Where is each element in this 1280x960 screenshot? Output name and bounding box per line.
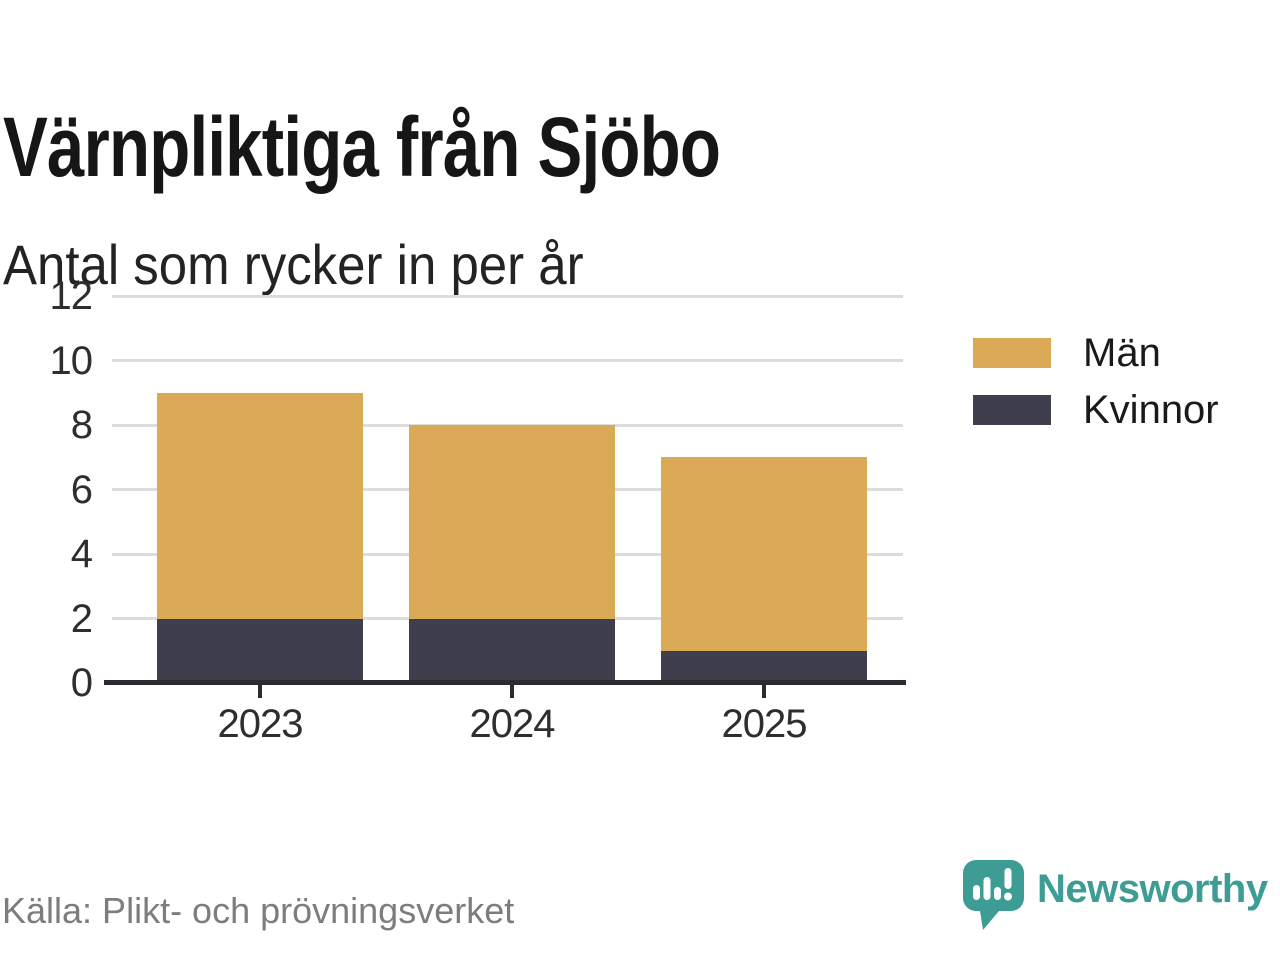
- legend-item-kvinnor: Kvinnor: [973, 390, 1219, 430]
- y-axis-label-6: 6: [70, 467, 93, 512]
- y-axis-label-10: 10: [49, 338, 94, 383]
- gridline-y-10: [112, 359, 903, 362]
- x-axis-label-2023: 2023: [217, 702, 304, 746]
- plot-area: 0 2 4 6 8 10 12 2023 2024 2025: [50, 276, 906, 744]
- x-axis-tick-2024: [510, 685, 514, 698]
- x-axis-tick-2023: [258, 685, 262, 698]
- source-note: Källa: Plikt- och prövningsverket: [2, 890, 515, 931]
- brand-name: Newsworthy: [1037, 867, 1268, 911]
- speech-bubble-bar-chart-icon: [963, 860, 1024, 930]
- gridline-y-12: [112, 294, 903, 298]
- legend-swatch-män: [973, 338, 1051, 368]
- legend-item-män: Män: [973, 333, 1219, 373]
- x-axis-tick-2025: [762, 685, 766, 698]
- y-axis-label-12: 12: [49, 274, 94, 318]
- chart-subtitle: Antal som rycker in per år: [3, 233, 584, 297]
- x-axis-line: [104, 680, 906, 685]
- legend-label-kvinnor: Kvinnor: [1083, 388, 1219, 432]
- bar-segment-2023-kvinnor: [157, 618, 363, 683]
- x-axis-label-2025: 2025: [721, 702, 808, 746]
- bar-segment-2025-kvinnor: [661, 650, 867, 683]
- legend: Män Kvinnor: [973, 333, 1219, 452]
- bar-segment-2023-män: [157, 392, 363, 619]
- y-axis-label-0: 0: [70, 661, 93, 705]
- bar-segment-2024-män: [409, 425, 615, 619]
- bar-segment-2024-kvinnor: [409, 618, 615, 683]
- y-axis-label-8: 8: [70, 403, 93, 447]
- legend-label-män: Män: [1083, 331, 1161, 375]
- brand-logo: Newsworthy: [963, 860, 1268, 930]
- bar-segment-2025-män: [661, 457, 867, 651]
- y-axis-label-4: 4: [70, 532, 93, 576]
- legend-swatch-kvinnor: [973, 395, 1051, 425]
- y-axis-label-2: 2: [70, 596, 93, 641]
- chart-title: Värnpliktiga från Sjöbo: [3, 100, 721, 195]
- x-axis-label-2024: 2024: [469, 702, 556, 746]
